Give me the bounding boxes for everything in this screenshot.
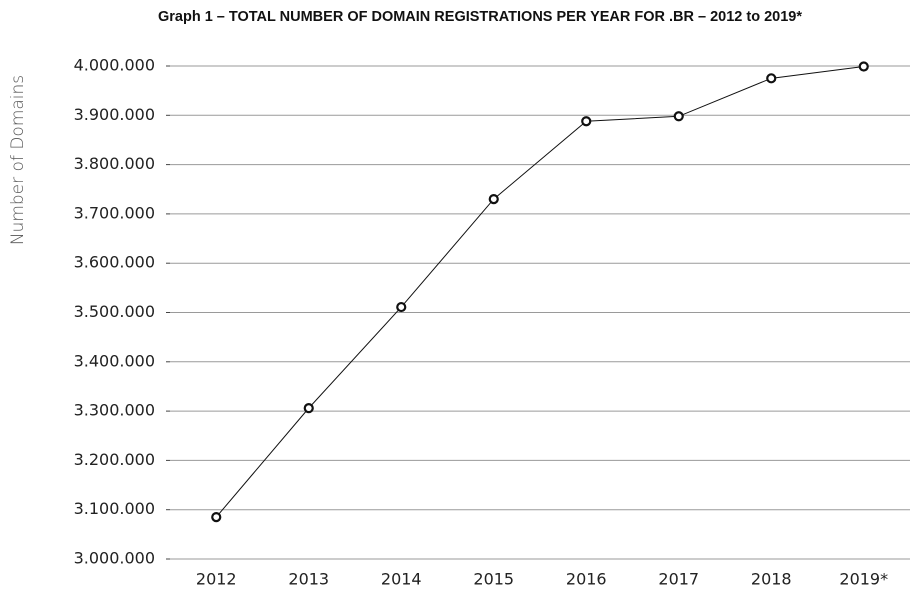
x-tick-label: 2018 [751, 570, 792, 589]
y-tick-label: 3.300.000 [74, 401, 155, 420]
y-tick-label: 3.800.000 [74, 154, 155, 173]
marker [766, 73, 777, 84]
y-tick-label: 3.900.000 [74, 105, 155, 124]
y-tick-label: 3.500.000 [74, 302, 155, 321]
marker [858, 61, 869, 72]
y-tick-label: 3.100.000 [74, 499, 155, 518]
x-tick-label: 2015 [473, 570, 514, 589]
x-tick-label: 2017 [658, 570, 699, 589]
y-tick-label: 4.000.000 [74, 56, 155, 75]
y-axis-label: Number of Domains [8, 75, 28, 245]
x-tick-label: 2013 [288, 570, 329, 589]
x-tick-label: 2014 [381, 570, 422, 589]
marker [488, 194, 499, 205]
y-tick-label: 3.200.000 [74, 450, 155, 469]
x-tick-label: 2019* [839, 570, 888, 589]
marker [303, 403, 314, 414]
chart-title: Graph 1 – TOTAL NUMBER OF DOMAIN REGISTR… [158, 9, 802, 25]
marker [211, 511, 222, 523]
marker [581, 116, 592, 127]
y-tick-label: 3.600.000 [74, 253, 155, 272]
x-tick-label: 2012 [196, 570, 237, 589]
marker [396, 301, 407, 313]
y-tick-label: 3.700.000 [74, 203, 155, 222]
marker [673, 111, 684, 122]
line [215, 65, 864, 518]
y-tick-label: 3.000.000 [74, 549, 155, 568]
x-tick-label: 2016 [566, 570, 607, 589]
y-tick-label: 3.400.000 [74, 351, 155, 370]
